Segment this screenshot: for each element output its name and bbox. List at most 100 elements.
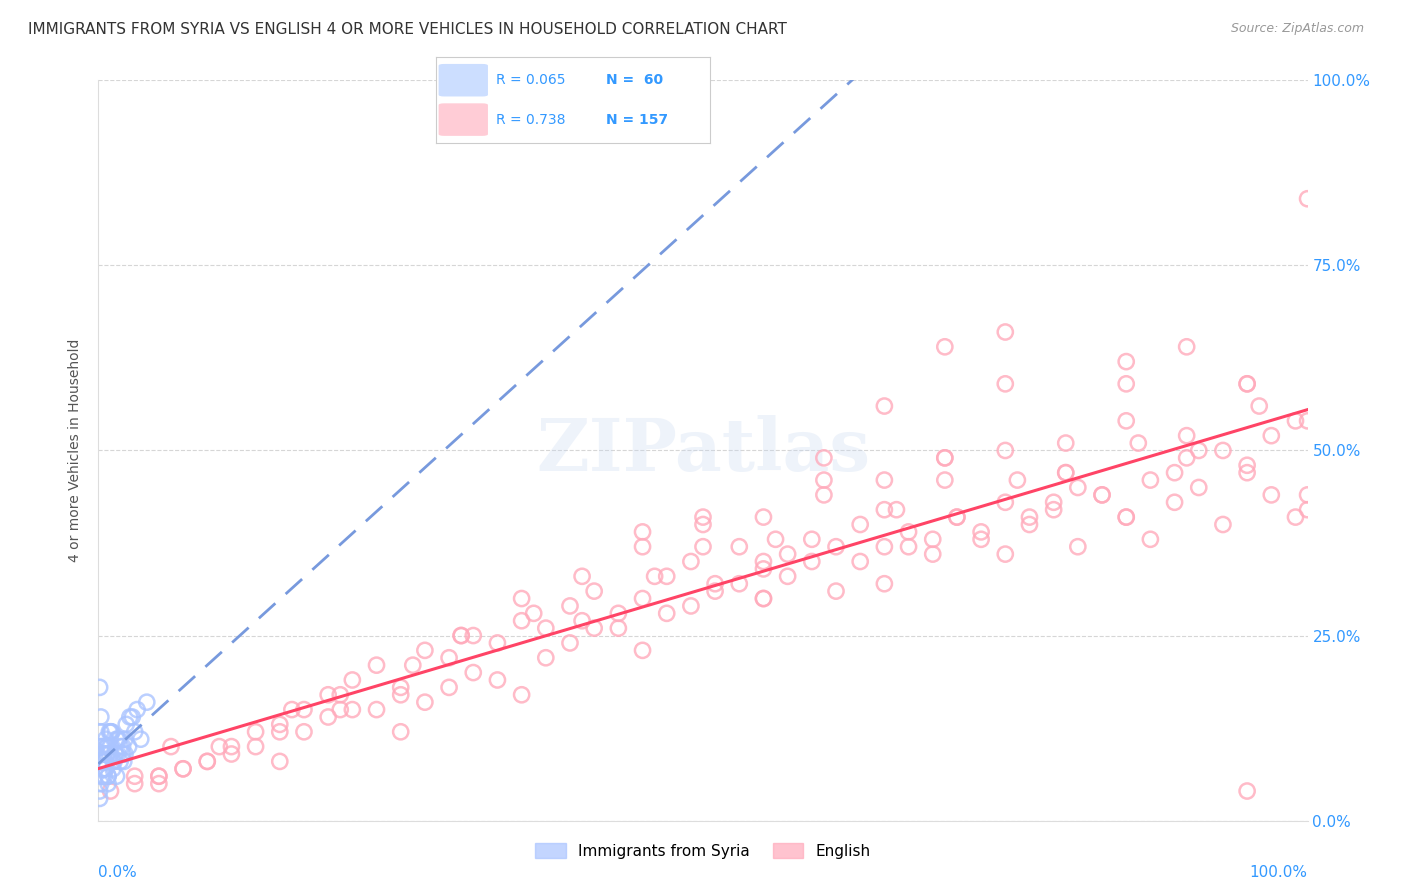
Point [692,540,714,554]
Point [1175,340,1198,354]
Point [704,576,727,591]
Point [886,502,908,516]
Point [1175,450,1198,465]
Point [1296,192,1319,206]
Point [450,628,472,642]
Point [195,755,218,769]
Point [108,755,131,769]
Point [221,739,243,754]
Point [704,584,727,599]
Point [873,473,896,487]
Point [269,724,291,739]
Point [1018,510,1040,524]
Point [91,769,114,783]
Legend: Immigrants from Syria, English: Immigrants from Syria, English [529,837,877,865]
Point [245,724,267,739]
Point [1054,436,1077,450]
Point [752,555,775,569]
Point [98,739,121,754]
Point [558,599,581,613]
Point [94,747,117,761]
Point [486,673,509,687]
Point [90,724,112,739]
Point [450,628,472,642]
Point [221,747,243,761]
Point [108,739,131,754]
Point [148,776,170,791]
Point [115,717,138,731]
Point [558,636,581,650]
Point [631,643,654,657]
Point [776,547,799,561]
Point [107,747,129,761]
Point [970,524,993,539]
Point [402,658,425,673]
Point [1115,376,1137,391]
Point [91,762,114,776]
Point [1212,443,1234,458]
Point [93,762,115,776]
Point [631,591,654,606]
Point [583,621,606,635]
Point [679,555,702,569]
Point [825,540,848,554]
Point [1115,510,1137,524]
Point [112,755,135,769]
Point [389,724,412,739]
Text: N = 157: N = 157 [606,112,668,127]
Point [437,681,460,695]
Point [921,547,943,561]
Point [1091,488,1114,502]
Point [93,755,115,769]
Point [172,762,194,776]
Point [897,524,920,539]
Text: 100.0%: 100.0% [1250,865,1308,880]
Point [1163,466,1185,480]
Point [1260,488,1282,502]
Text: IMMIGRANTS FROM SYRIA VS ENGLISH 4 OR MORE VEHICLES IN HOUSEHOLD CORRELATION CHA: IMMIGRANTS FROM SYRIA VS ENGLISH 4 OR MO… [28,22,787,37]
Point [93,762,115,776]
Text: Source: ZipAtlas.com: Source: ZipAtlas.com [1230,22,1364,36]
Y-axis label: 4 or more Vehicles in Household: 4 or more Vehicles in Household [69,339,83,562]
Point [873,502,896,516]
Point [101,755,124,769]
Point [934,473,956,487]
Point [100,724,122,739]
FancyBboxPatch shape [439,103,488,136]
Point [1296,414,1319,428]
Point [1115,510,1137,524]
Point [148,769,170,783]
Point [1163,495,1185,509]
Point [510,591,533,606]
Point [94,732,117,747]
Point [1296,502,1319,516]
Point [118,710,141,724]
Point [523,607,546,621]
Point [534,650,557,665]
Point [1018,517,1040,532]
Point [728,540,751,554]
Point [873,399,896,413]
Point [245,739,267,754]
Point [873,540,896,554]
Text: ZIPatlas: ZIPatlas [536,415,870,486]
Point [752,591,775,606]
Point [486,636,509,650]
Point [607,607,630,621]
Point [114,747,136,761]
Point [172,762,194,776]
Point [728,576,751,591]
Point [160,739,183,754]
Point [437,650,460,665]
Point [97,769,120,783]
Point [534,621,557,635]
Point [873,576,896,591]
Point [107,732,129,747]
Text: N =  60: N = 60 [606,73,664,87]
Point [108,732,131,747]
Point [463,665,485,680]
Point [752,510,775,524]
Point [994,443,1017,458]
Point [1007,473,1029,487]
Point [752,591,775,606]
